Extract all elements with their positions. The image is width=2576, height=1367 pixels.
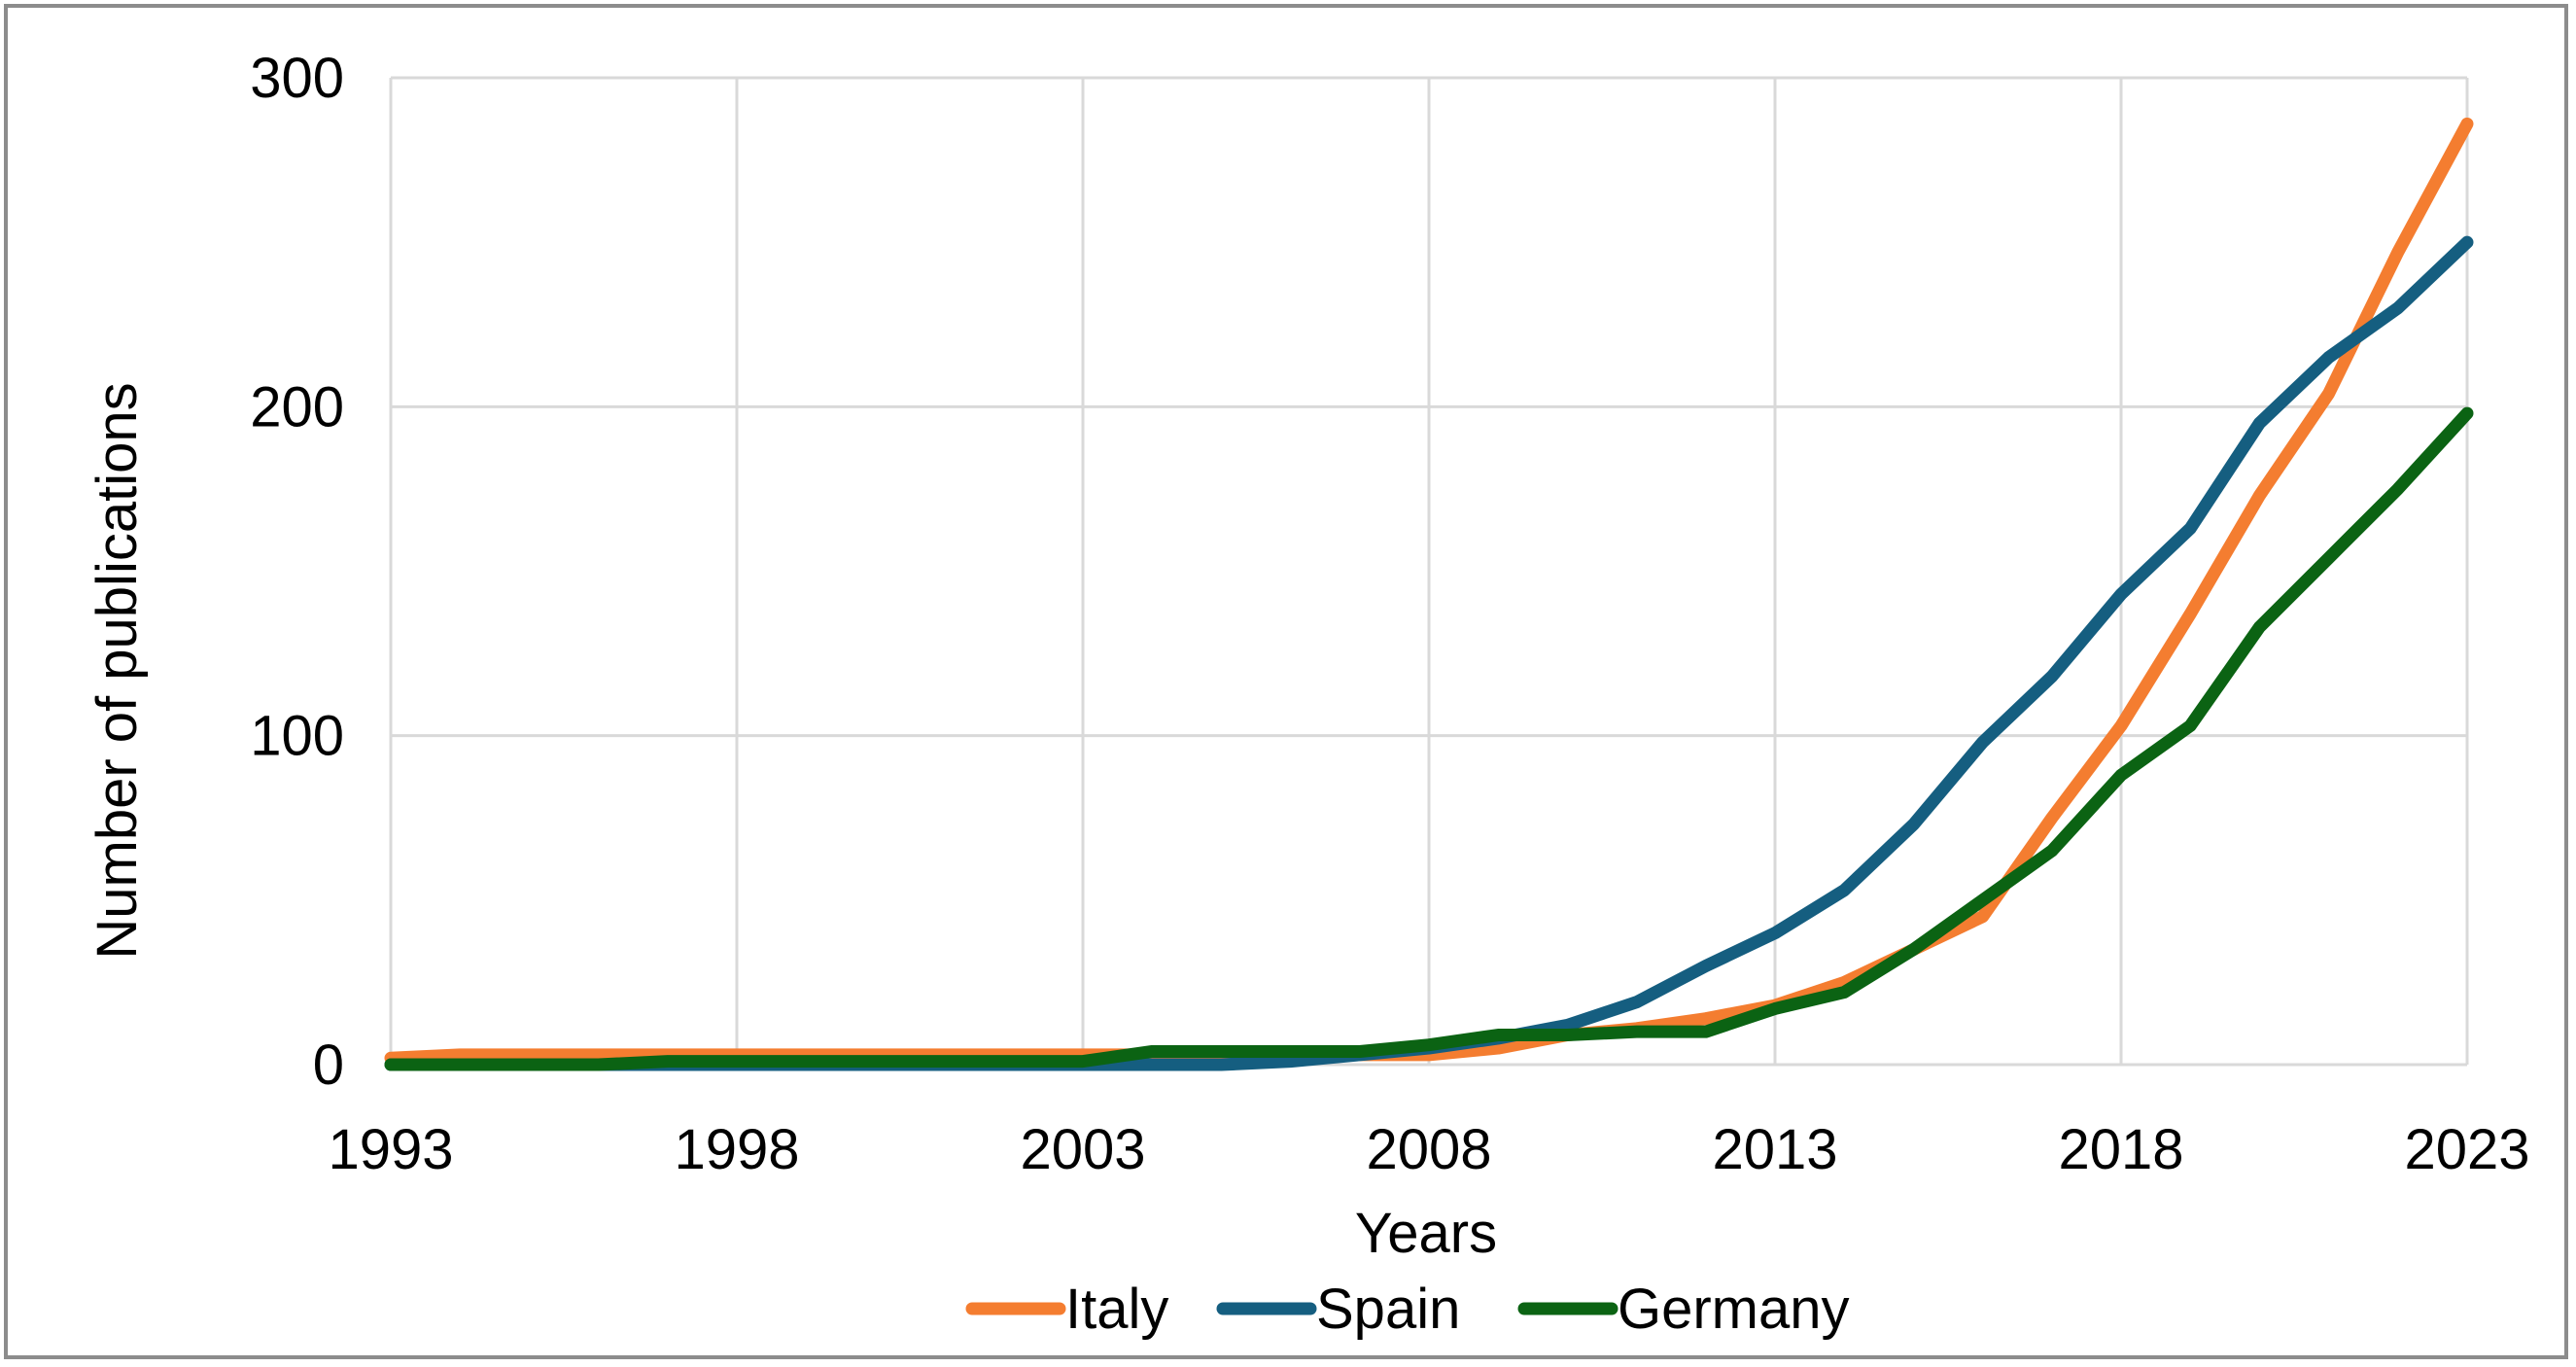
x-tick-label: 2003 [1020, 1118, 1145, 1181]
x-axis-title: Years [1355, 1202, 1497, 1265]
y-tick-label: 0 [313, 1034, 344, 1097]
series-line-germany [384, 406, 2474, 1071]
x-tick-label: 1993 [328, 1118, 453, 1181]
x-tick-label: 2013 [1712, 1118, 1837, 1181]
legend: Italy Spain Germany [965, 1278, 1850, 1341]
legend-label: Spain [1316, 1278, 1460, 1341]
x-tick-label: 2018 [2058, 1118, 2183, 1181]
chart-frame [4, 4, 2568, 1359]
legend-item-spain: Spain [1216, 1278, 1460, 1341]
series-lines [384, 117, 2474, 1071]
x-tick-labels: 1993 1998 2003 2008 2013 2018 2023 [328, 1118, 2529, 1181]
y-tick-label: 200 [250, 375, 344, 438]
y-tick-labels: 0 100 200 300 [250, 47, 344, 1097]
y-axis-title: Number of publications [86, 382, 149, 959]
x-tick-label: 2023 [2404, 1118, 2529, 1181]
y-tick-label: 300 [250, 47, 344, 110]
series-line-italy [384, 117, 2474, 1065]
legend-label: Italy [1065, 1278, 1168, 1341]
legend-item-italy: Italy [965, 1278, 1168, 1341]
legend-item-germany: Germany [1517, 1278, 1850, 1341]
legend-label: Germany [1618, 1278, 1850, 1341]
gridlines [389, 76, 2469, 1067]
y-tick-label: 100 [250, 705, 344, 768]
x-tick-label: 2008 [1366, 1118, 1491, 1181]
x-tick-label: 1998 [674, 1118, 799, 1181]
